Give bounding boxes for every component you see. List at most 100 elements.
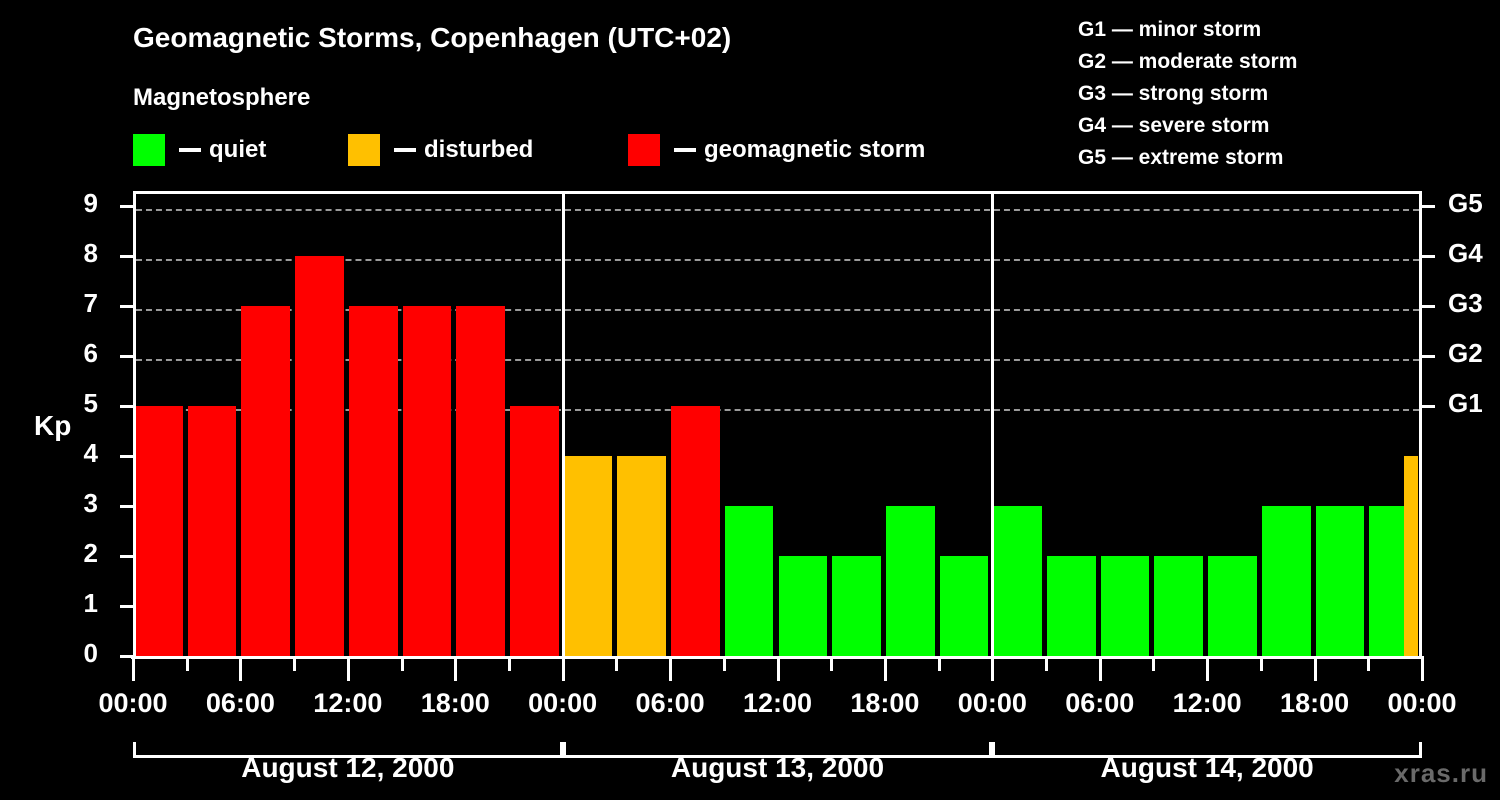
g-scale-line-4: G4 — severe storm xyxy=(1078,114,1270,137)
bar[interactable] xyxy=(295,256,344,656)
x-axis-label-1: 06:00 xyxy=(205,688,275,718)
bar[interactable] xyxy=(402,306,452,656)
legend-label: geomagnetic storm xyxy=(704,136,926,163)
g-scale-line-5: G5 — extreme storm xyxy=(1078,146,1284,169)
plot-right-border xyxy=(1419,191,1422,658)
y-axis-label-3: 3 xyxy=(83,488,98,518)
day-divider-1 xyxy=(561,191,565,656)
x-tick-20 xyxy=(1206,659,1210,681)
y-tick-5 xyxy=(120,405,133,408)
legend-label: quiet xyxy=(209,136,267,163)
bar[interactable] xyxy=(939,556,989,656)
x-tick-21 xyxy=(1259,659,1263,671)
bar[interactable] xyxy=(1404,456,1418,656)
x-tick-18 xyxy=(1098,659,1102,681)
bar[interactable] xyxy=(1208,556,1257,656)
chart-subtitle: Magnetosphere xyxy=(133,84,311,111)
y-axis-label-0: 0 xyxy=(83,638,98,668)
green-square-icon xyxy=(133,134,165,166)
x-tick-15 xyxy=(937,659,941,671)
bar[interactable] xyxy=(885,506,935,656)
g-tick-G2 xyxy=(1422,355,1435,358)
x-tick-6 xyxy=(454,659,458,681)
y-axis-title: Kp xyxy=(34,410,72,441)
red-square-icon xyxy=(628,134,660,166)
gridline-kp-8 xyxy=(136,259,1419,261)
day-divider-2 xyxy=(991,191,995,656)
x-axis-label-4: 00:00 xyxy=(528,688,598,718)
g-tick-G4 xyxy=(1422,255,1435,258)
y-tick-7 xyxy=(120,305,133,308)
g-tick-G1 xyxy=(1422,405,1435,408)
page-title: Geomagnetic Storms, Copenhagen (UTC+02) xyxy=(133,22,732,53)
bar[interactable] xyxy=(509,406,559,656)
x-tick-1 xyxy=(185,659,189,671)
bar[interactable] xyxy=(671,406,720,656)
bar[interactable] xyxy=(187,406,237,656)
x-axis-label-12: 00:00 xyxy=(1387,688,1457,718)
day-label-3: August 14, 2000 xyxy=(1100,752,1314,783)
y-tick-2 xyxy=(120,555,133,558)
legend-dash xyxy=(394,148,416,152)
day-bracket-1 xyxy=(133,742,563,758)
x-tick-9 xyxy=(615,659,619,671)
bar[interactable] xyxy=(993,506,1043,656)
bar[interactable] xyxy=(724,506,774,656)
x-tick-14 xyxy=(883,659,887,681)
y-tick-0 xyxy=(120,655,133,658)
plot-top-border xyxy=(133,191,1422,194)
bar[interactable] xyxy=(1261,506,1311,656)
plot-left-border xyxy=(133,191,136,658)
x-tick-23 xyxy=(1367,659,1371,671)
g-scale-line-1: G1 — minor storm xyxy=(1078,18,1262,41)
legend-item-disturbed[interactable]: disturbed xyxy=(348,132,533,168)
y-axis-label-1: 1 xyxy=(83,588,98,618)
bar[interactable] xyxy=(617,456,667,656)
y-axis-label-5: 5 xyxy=(83,388,98,418)
bar[interactable] xyxy=(778,556,828,656)
watermark: xras.ru xyxy=(1394,758,1488,788)
x-axis-line xyxy=(131,656,1424,659)
g-scale-line-3: G3 — strong storm xyxy=(1078,82,1269,105)
g-axis-label-G3: G3 xyxy=(1448,288,1483,318)
legend-dash xyxy=(674,148,696,152)
x-tick-19 xyxy=(1152,659,1156,671)
bar[interactable] xyxy=(456,306,505,656)
gridline-kp-7 xyxy=(136,309,1419,311)
x-axis-label-6: 12:00 xyxy=(742,688,813,718)
x-axis-label-0: 00:00 xyxy=(98,688,168,718)
day-bracket-3 xyxy=(992,742,1422,758)
g-tick-G5 xyxy=(1422,205,1435,208)
legend-item-quiet[interactable]: quiet xyxy=(133,132,266,168)
y-tick-1 xyxy=(120,605,133,608)
bar[interactable] xyxy=(134,406,183,656)
x-axis-label-10: 12:00 xyxy=(1172,688,1242,718)
x-tick-12 xyxy=(776,659,780,681)
bar[interactable] xyxy=(1315,506,1365,656)
legend-item-geomagnetic-storm[interactable]: geomagnetic storm xyxy=(628,132,925,168)
y-axis-label-8: 8 xyxy=(83,238,98,268)
bar[interactable] xyxy=(1100,556,1150,656)
g-axis-label-G2: G2 xyxy=(1448,338,1483,368)
x-tick-16 xyxy=(991,659,995,681)
day-label-1: August 12, 2000 xyxy=(241,752,455,783)
y-axis-label-7: 7 xyxy=(83,288,98,318)
gridline-kp-6 xyxy=(136,359,1419,361)
bar[interactable] xyxy=(348,306,398,656)
g-axis-label-G4: G4 xyxy=(1448,238,1483,268)
bar[interactable] xyxy=(563,456,613,656)
g-scale-legend: G1 — minor storm G2 — moderate storm G3 — … xyxy=(1078,14,1297,174)
bar[interactable] xyxy=(832,556,881,656)
bar[interactable] xyxy=(241,306,291,656)
x-tick-5 xyxy=(400,659,404,671)
x-tick-2 xyxy=(239,659,243,681)
x-tick-4 xyxy=(346,659,350,681)
g-scale-line-2: G2 — moderate storm xyxy=(1078,50,1298,73)
bar[interactable] xyxy=(1047,556,1096,656)
g-axis-label-G5: G5 xyxy=(1448,188,1483,218)
x-tick-7 xyxy=(507,659,511,671)
bar[interactable] xyxy=(1154,556,1204,656)
legend-label: disturbed xyxy=(424,136,534,163)
gridline-kp-9 xyxy=(136,209,1419,211)
y-tick-8 xyxy=(120,255,133,258)
